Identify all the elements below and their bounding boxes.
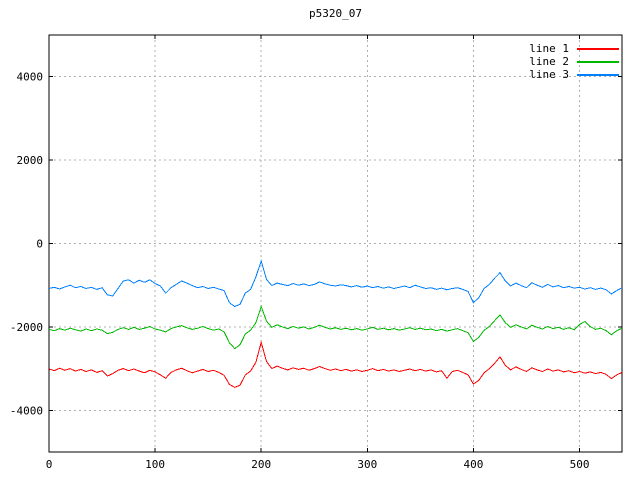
chart-title: p5320_07 [309,7,362,20]
x-tick-label: 100 [145,458,165,471]
y-tick-label: -4000 [10,404,43,417]
legend-label-line1: line 1 [529,42,569,55]
series-line-1 [48,340,623,388]
y-tick-label: -2000 [10,321,43,334]
plot-border [48,34,623,453]
legend-line2-sample [577,60,619,63]
series-line-2 [48,304,623,350]
y-tick-label: 0 [36,238,43,251]
legend-entry-line2: line 2 [529,55,619,68]
x-tick-label: 400 [464,458,484,471]
y-tick-label: 4000 [17,71,44,84]
x-tick-label: 200 [251,458,271,471]
legend-label-line2: line 2 [529,55,569,68]
x-tick-label: 300 [357,458,377,471]
y-tick-label: 2000 [17,154,44,167]
legend-line3-sample [577,73,619,76]
series-line-3 [48,259,623,308]
legend: line 1 line 2 line 3 [529,42,619,81]
legend-entry-line1: line 1 [529,42,619,55]
legend-line1-sample [577,47,619,50]
x-tick-label: 0 [46,458,53,471]
x-tick-label: 500 [570,458,590,471]
legend-entry-line3: line 3 [529,68,619,81]
legend-label-line3: line 3 [529,68,569,81]
